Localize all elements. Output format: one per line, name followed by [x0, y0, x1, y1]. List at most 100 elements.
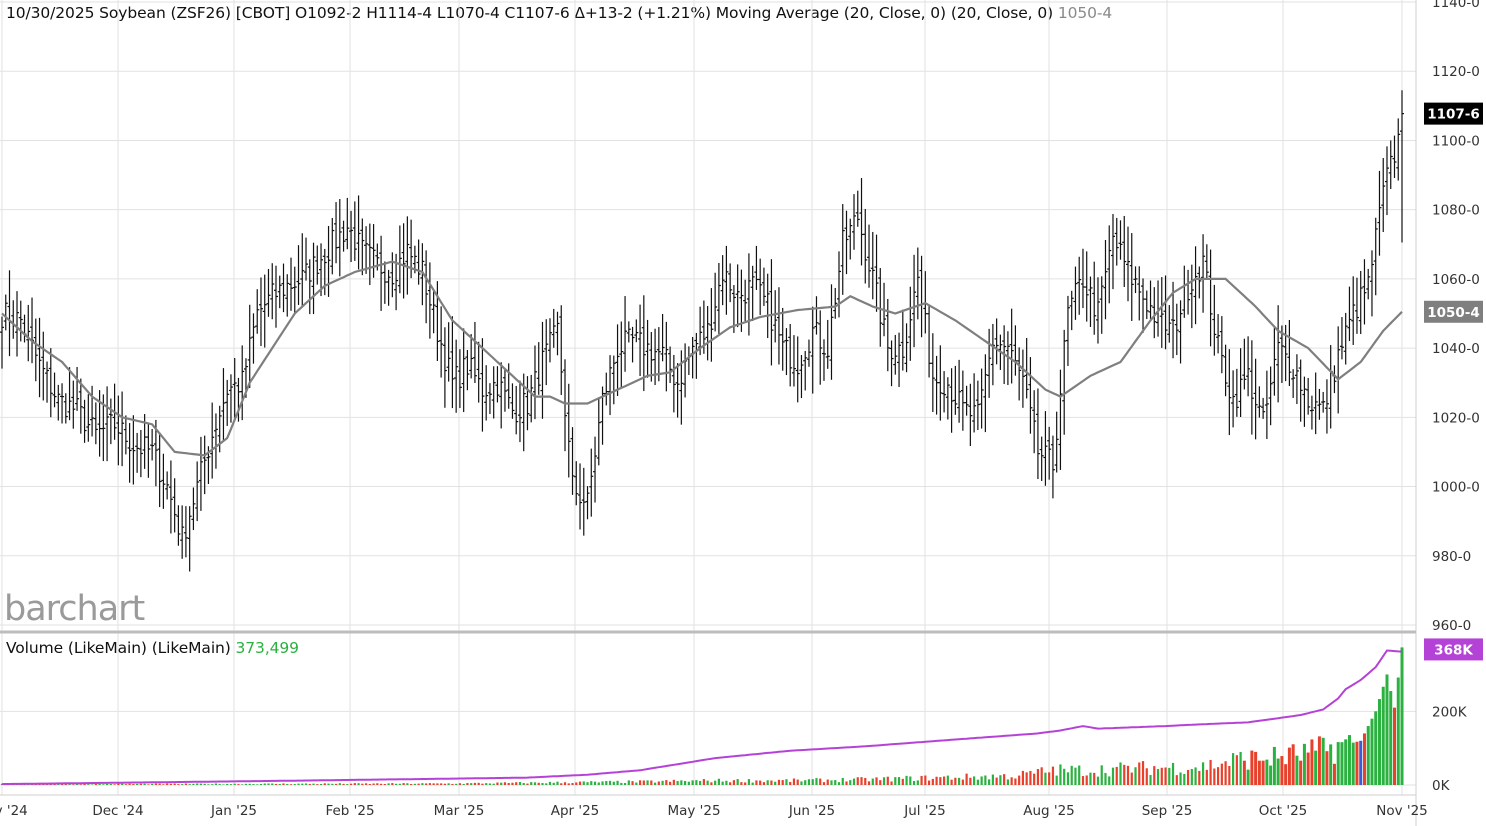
- volume-bar: [1374, 711, 1378, 785]
- ohlc-bar: [502, 369, 507, 412]
- volume-last-tag-bg: [1424, 638, 1483, 661]
- volume-bar: [916, 780, 919, 785]
- volume-bar: [1276, 758, 1280, 785]
- ohlc-bar: [198, 436, 203, 511]
- volume-bar: [1224, 761, 1227, 785]
- volume-bar: [425, 783, 428, 785]
- ohlc-bar: [615, 324, 620, 396]
- volume-bar: [301, 783, 304, 785]
- volume-bar: [391, 783, 394, 785]
- ohlc-bar: [938, 345, 943, 421]
- ohlc-bar: [566, 383, 571, 478]
- volume-bar: [695, 780, 698, 785]
- ohlc-bar: [330, 217, 335, 275]
- volume-bar: [736, 779, 739, 785]
- ohlc-bar: [1377, 170, 1382, 256]
- volume-bar: [259, 783, 263, 785]
- volume-bar: [849, 780, 852, 785]
- volume-bar: [1190, 768, 1193, 785]
- ohlc-bar: [893, 334, 898, 375]
- volume-bar: [421, 783, 424, 785]
- volume-bar: [263, 783, 266, 785]
- volume-bar: [1111, 767, 1115, 785]
- volume-bar: [714, 780, 717, 785]
- ohlc-bar: [1204, 244, 1209, 280]
- volume-bar: [57, 784, 60, 785]
- volume-bar: [323, 783, 326, 785]
- header-ma-value: 1050-4: [1057, 4, 1113, 22]
- volume-bar: [1228, 765, 1231, 785]
- volume-bar: [1329, 744, 1333, 785]
- ohlc-bar: [311, 242, 316, 315]
- volume-bar: [1066, 772, 1070, 785]
- ohlc-bar: [450, 316, 455, 409]
- volume-bar: [729, 782, 732, 785]
- header-ma-label: Moving Average (20, Close, 0): [715, 4, 946, 22]
- volume-bar: [1063, 768, 1066, 785]
- header-symbol: Soybean (ZSF26) [CBOT]: [99, 4, 291, 22]
- last-price-tag-text: 1107-6: [1427, 107, 1480, 123]
- volume-bar: [1138, 762, 1141, 785]
- time-tick-label: May '25: [667, 803, 720, 819]
- ohlc-bar: [195, 461, 200, 522]
- ohlc-bar: [75, 366, 80, 411]
- volume-bar: [751, 782, 754, 785]
- volume-bar: [1055, 775, 1058, 785]
- ohlc-bar: [1231, 370, 1236, 428]
- ohlc-bar: [202, 435, 207, 495]
- ohlc-bar: [1032, 390, 1037, 454]
- ohlc-bar: [67, 367, 72, 421]
- volume-bar: [1171, 762, 1175, 785]
- ohlc-bar: [270, 263, 275, 320]
- price-tick-label: 960-0: [1432, 618, 1471, 634]
- time-tick-label: Jul '25: [903, 803, 945, 819]
- volume-bar: [665, 780, 668, 785]
- volume-bar: [124, 784, 127, 785]
- volume-bar: [376, 783, 379, 785]
- ohlc-bar: [1287, 319, 1292, 386]
- volume-bar: [226, 783, 229, 785]
- ohlc-bar: [810, 306, 815, 394]
- volume-bar: [346, 784, 349, 785]
- volume-bar: [304, 783, 308, 785]
- ohlc-bar: [1261, 397, 1266, 419]
- volume-bar: [672, 779, 675, 785]
- volume-bar: [867, 781, 871, 785]
- volume-bar: [890, 781, 893, 785]
- volume-bar: [282, 783, 285, 785]
- ohlc-bar: [1152, 287, 1157, 339]
- ohlc-bar: [484, 365, 489, 421]
- volume-bar: [774, 781, 777, 785]
- ohlc-bar: [1073, 266, 1078, 320]
- volume-bar: [1332, 763, 1336, 785]
- barchart-logo: barchart: [4, 589, 145, 629]
- volume-bar: [612, 781, 615, 785]
- ohlc-bar: [469, 334, 474, 379]
- ohlc-bar: [424, 250, 429, 324]
- ohlc-bar: [814, 296, 819, 335]
- volume-bar: [128, 783, 131, 785]
- volume-bar: [571, 783, 574, 785]
- volume-bar: [988, 779, 991, 785]
- ohlc-bar: [273, 265, 278, 328]
- volume-bar: [511, 782, 514, 785]
- ohlc-bar: [487, 383, 492, 414]
- ohlc-bar: [1110, 214, 1115, 290]
- ohlc-bar: [821, 339, 826, 381]
- volume-bar: [871, 778, 874, 785]
- ohlc-bar: [769, 259, 774, 366]
- volume-bar: [931, 778, 934, 785]
- volume-bar: [1213, 768, 1216, 785]
- ohlc-bar: [127, 423, 132, 483]
- volume-bar: [1145, 768, 1148, 785]
- ohlc-bar: [919, 255, 924, 338]
- volume-bar: [188, 784, 191, 785]
- ohlc-bar: [1080, 248, 1085, 309]
- ohlc-bar: [1298, 359, 1303, 422]
- volume-bar: [274, 783, 278, 785]
- ohlc-bar: [416, 239, 421, 285]
- ohlc-bar: [574, 461, 579, 506]
- header-date: 10/30/2025: [6, 4, 95, 22]
- ohlc-bar: [1028, 357, 1033, 434]
